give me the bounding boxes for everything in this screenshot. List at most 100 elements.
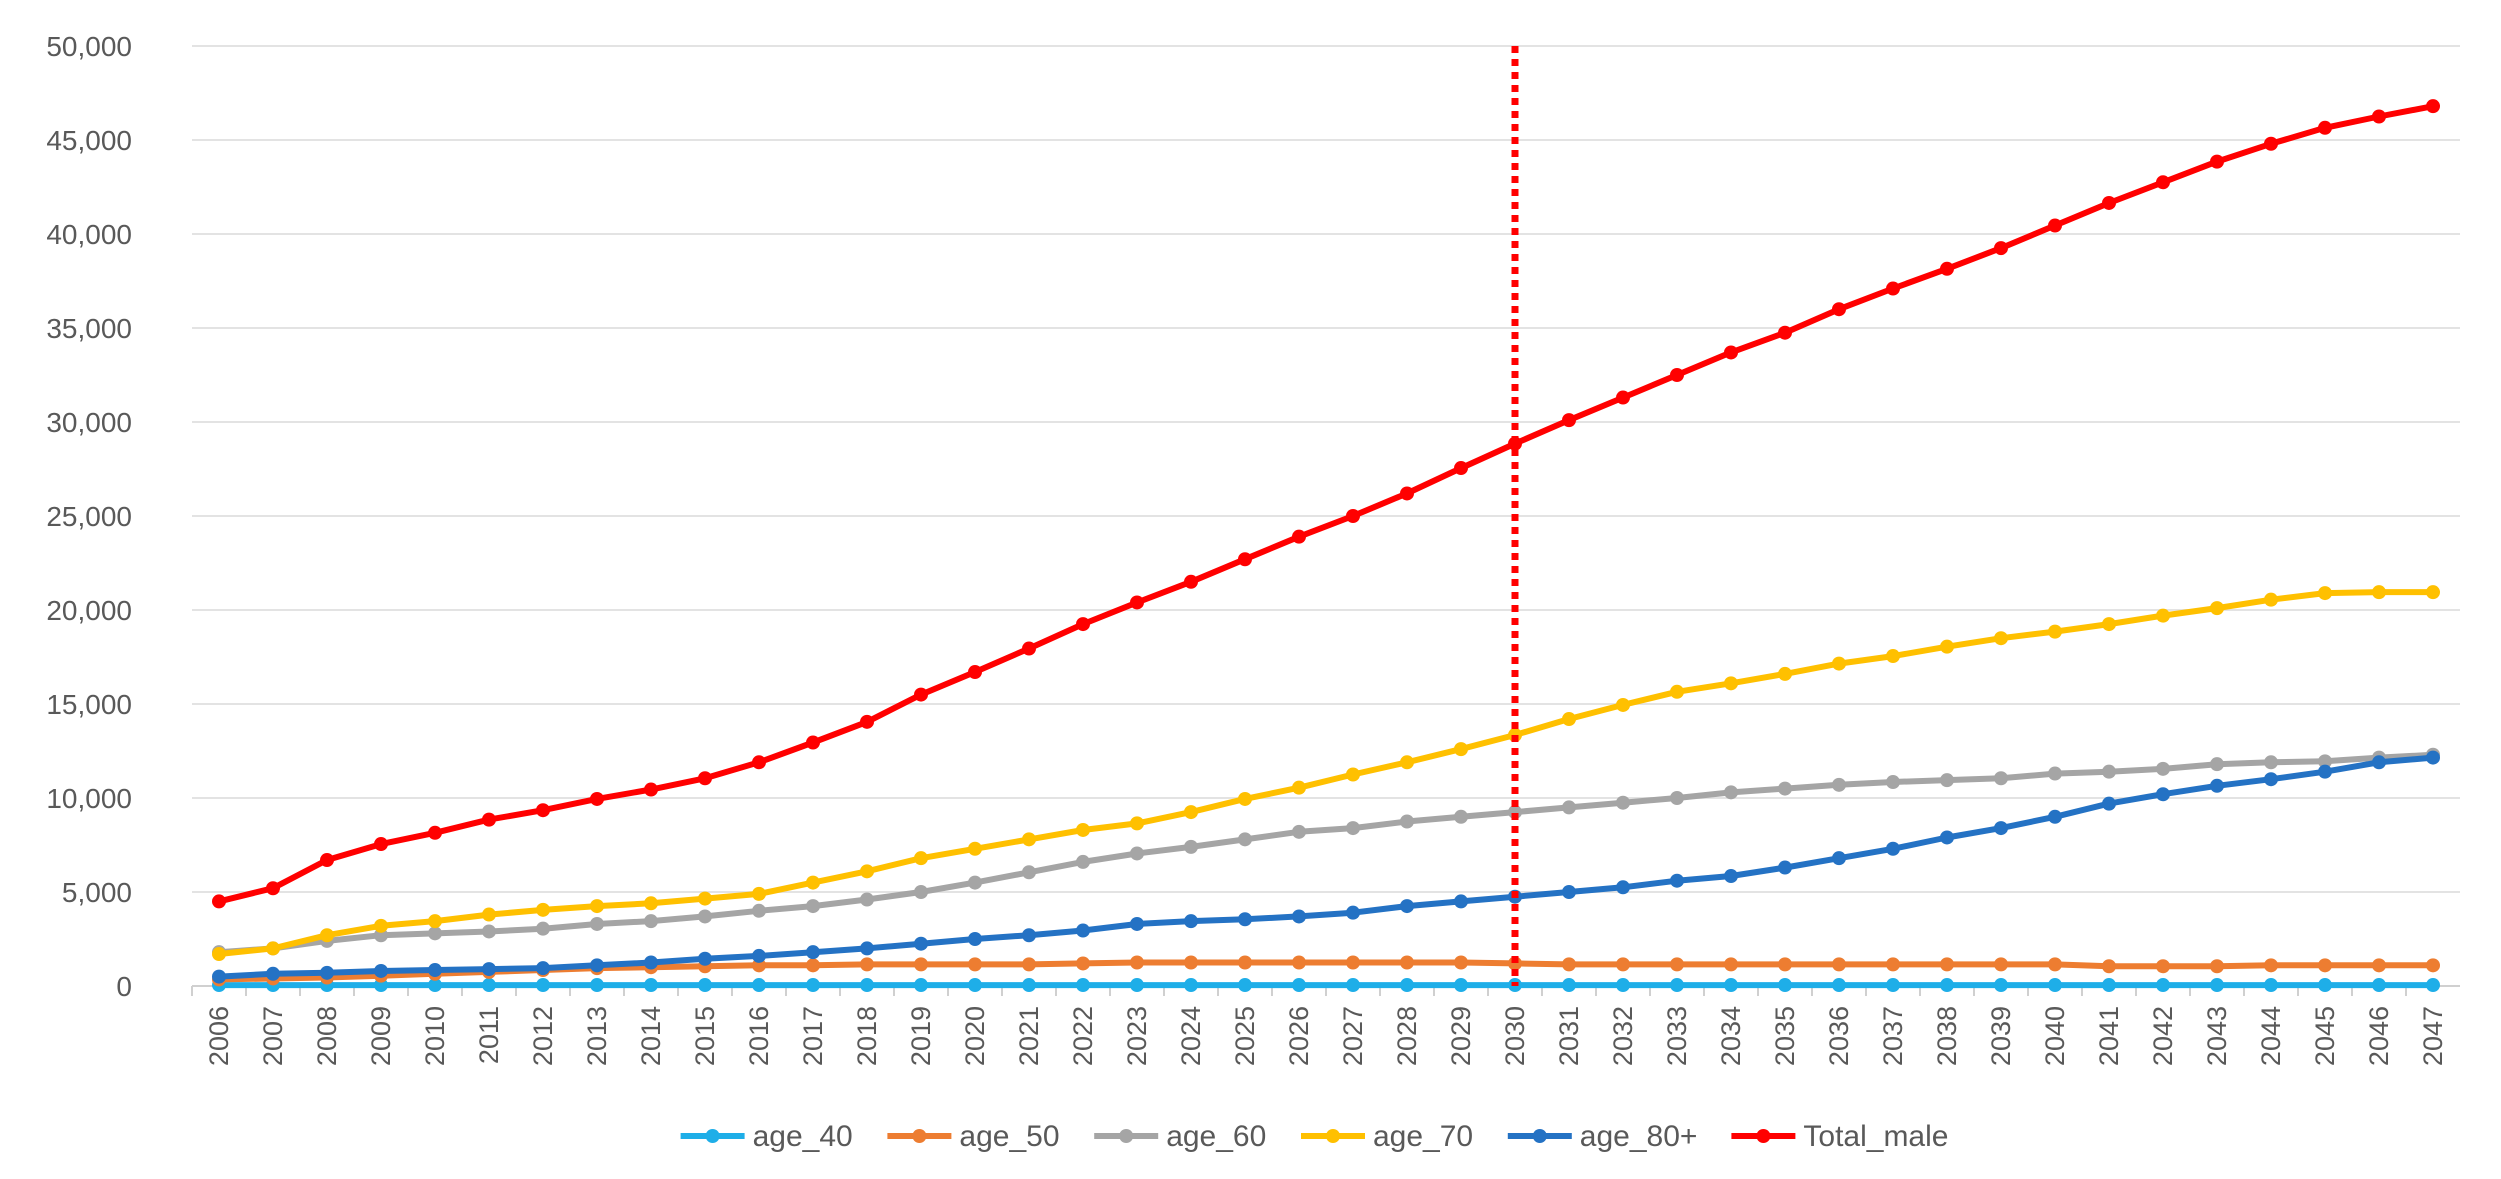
data-point-Total_male <box>482 812 496 827</box>
data-point-Total_male <box>1724 345 1738 360</box>
data-point-age_70 <box>2048 624 2062 639</box>
series-line-age_60 <box>216 751 2436 956</box>
data-point-age_60 <box>1292 824 1306 839</box>
data-point-Total_male <box>1670 368 1684 382</box>
data-point-age_60 <box>806 899 820 914</box>
data-point-age_70 <box>914 851 928 866</box>
legend-label: age_80+ <box>1580 1120 1698 1153</box>
data-point-age_40 <box>1616 978 1630 993</box>
x-tick-label: 2027 <box>1338 1006 1368 1066</box>
data-point-Total_male <box>590 791 604 806</box>
x-tick-label: 2025 <box>1230 1006 1260 1066</box>
series-line-age_80+ <box>216 754 2436 980</box>
data-point-age_50 <box>2210 959 2224 974</box>
data-point-age_40 <box>1670 978 1684 993</box>
data-point-age_40 <box>536 978 550 993</box>
data-point-age_80+ <box>2156 787 2170 802</box>
x-tick-label: 2024 <box>1176 1006 1206 1066</box>
data-point-age_80+ <box>590 958 604 973</box>
data-point-age_60 <box>1886 775 1900 790</box>
data-point-Total_male <box>2210 154 2224 169</box>
data-point-age_50 <box>1400 955 1414 970</box>
data-point-age_80+ <box>320 965 334 980</box>
data-point-age_60 <box>1778 781 1792 796</box>
data-point-age_60 <box>1670 791 1684 805</box>
data-point-Total_male <box>1886 281 1900 296</box>
data-point-age_80+ <box>536 961 550 976</box>
legend-label: age_50 <box>959 1120 1059 1153</box>
data-point-age_50 <box>2372 958 2386 973</box>
data-point-age_40 <box>644 978 658 993</box>
data-point-age_40 <box>1022 978 1036 993</box>
data-point-age_40 <box>806 978 820 993</box>
y-tick-label: 10,000 <box>46 783 132 814</box>
data-point-age_70 <box>266 941 280 956</box>
y-tick-label: 40,000 <box>46 219 132 250</box>
data-point-Total_male <box>1022 641 1036 656</box>
data-point-age_60 <box>1832 777 1846 792</box>
data-point-age_80+ <box>2372 755 2386 770</box>
data-point-age_60 <box>1238 832 1252 847</box>
data-point-age_80+ <box>2318 764 2332 779</box>
x-tick-label: 2008 <box>312 1006 342 1066</box>
data-point-Total_male <box>1238 552 1252 567</box>
data-point-age_60 <box>428 926 442 941</box>
data-point-age_70 <box>1076 822 1090 837</box>
data-point-age_80+ <box>482 962 496 977</box>
x-tick-label: 2041 <box>2094 1006 2124 1066</box>
data-point-age_40 <box>1130 978 1144 993</box>
data-point-age_60 <box>1940 773 1954 788</box>
y-tick-label: 35,000 <box>46 313 132 344</box>
data-point-age_70 <box>2156 608 2170 623</box>
data-point-age_80+ <box>1940 830 1954 845</box>
data-point-age_40 <box>2372 978 2386 993</box>
data-point-age_50 <box>1670 957 1684 972</box>
series-line-Total_male <box>216 103 2436 905</box>
x-tick-label: 2021 <box>1014 1006 1044 1066</box>
data-point-age_70 <box>2318 586 2332 601</box>
y-tick-label: 45,000 <box>46 125 132 156</box>
data-point-Total_male <box>1130 595 1144 610</box>
data-point-age_80+ <box>860 941 874 956</box>
data-point-age_40 <box>1346 978 1360 993</box>
data-point-Total_male <box>374 837 388 852</box>
x-tick-label: 2029 <box>1446 1006 1476 1066</box>
data-point-age_60 <box>752 903 766 918</box>
data-point-Total_male <box>968 665 982 680</box>
data-point-age_40 <box>1184 978 1198 993</box>
y-tick-label: 20,000 <box>46 595 132 626</box>
data-point-age_50 <box>1130 955 1144 970</box>
data-point-age_60 <box>698 909 712 924</box>
data-point-age_70 <box>1778 666 1792 681</box>
data-point-Total_male <box>698 771 712 786</box>
x-tick-label: 2006 <box>204 1006 234 1066</box>
data-point-age_70 <box>1184 805 1198 820</box>
data-point-age_60 <box>1454 809 1468 824</box>
x-tick-label: 2009 <box>366 1006 396 1066</box>
data-point-age_50 <box>1076 956 1090 971</box>
data-point-age_80+ <box>1724 869 1738 884</box>
data-point-age_50 <box>860 957 874 972</box>
data-point-age_60 <box>536 921 550 936</box>
x-tick-label: 2030 <box>1500 1006 1530 1066</box>
legend-swatch-marker <box>705 1129 720 1143</box>
data-point-age_70 <box>590 899 604 914</box>
data-point-age_70 <box>806 875 820 890</box>
x-tick-label: 2040 <box>2040 1006 2070 1066</box>
data-point-Total_male <box>752 755 766 770</box>
x-tick-label: 2023 <box>1122 1006 1152 1066</box>
x-tick-label: 2045 <box>2310 1006 2340 1066</box>
data-point-age_70 <box>2372 585 2386 600</box>
data-point-age_40 <box>2318 978 2332 993</box>
data-point-age_60 <box>968 875 982 890</box>
data-point-age_70 <box>2102 617 2116 632</box>
data-point-age_80+ <box>806 945 820 960</box>
data-point-age_40 <box>1292 978 1306 993</box>
data-point-age_80+ <box>1184 914 1198 929</box>
data-point-age_70 <box>1940 639 1954 654</box>
data-point-age_40 <box>2264 978 2278 993</box>
data-point-age_80+ <box>428 963 442 978</box>
data-point-age_40 <box>1994 978 2008 993</box>
data-point-age_50 <box>2048 957 2062 972</box>
